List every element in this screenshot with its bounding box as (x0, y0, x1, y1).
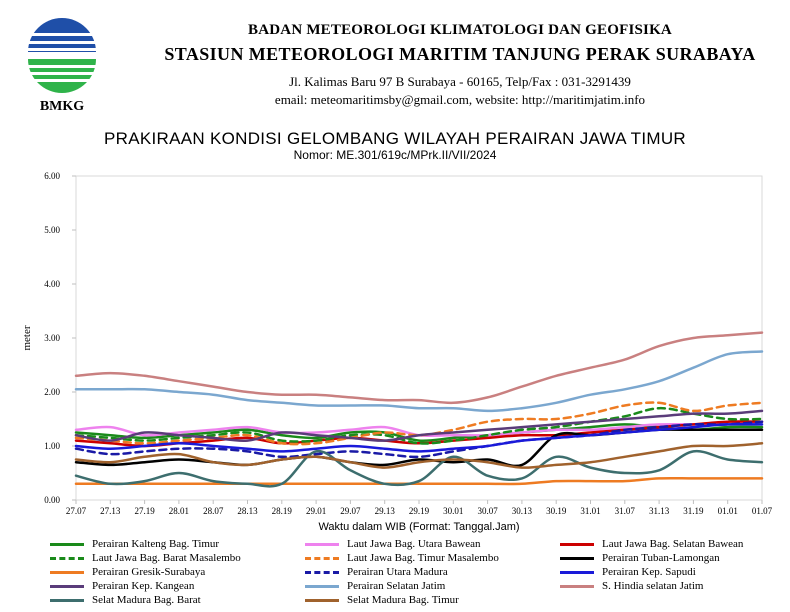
y-axis-label: meter (21, 325, 33, 350)
legend-label: Laut Jawa Bag. Utara Bawean (347, 538, 481, 550)
chart-legend: Perairan Kalteng Bag. Timur Laut Jawa Bag… (50, 537, 785, 609)
y-tick-label: 4.00 (44, 279, 60, 289)
legend-swatch (50, 571, 84, 574)
x-tick-label: 30.07 (477, 506, 498, 516)
legend-label: Perairan Kep. Kangean (92, 580, 195, 592)
x-tick-label: 01.07 (752, 506, 773, 516)
x-tick-label: 31.19 (683, 506, 704, 516)
series-layer (74, 331, 764, 488)
legend-swatch (305, 571, 339, 574)
bmkg-logo-icon: BMKG (28, 18, 96, 114)
y-tick-label: 0.00 (44, 495, 60, 505)
x-tick-label: 28.01 (169, 506, 189, 516)
x-tick-label: 01.01 (718, 506, 738, 516)
x-tick-label: 31.13 (649, 506, 670, 516)
series-line-13 (74, 449, 764, 488)
legend-swatch (50, 599, 84, 602)
legend-label: Perairan Tuban-Lamongan (602, 552, 720, 564)
x-axis-label: Waktu dalam WIB (Format: Tanggal.Jam) (318, 521, 519, 533)
legend-label: Selat Madura Bag. Timur (347, 594, 459, 606)
legend-swatch (305, 585, 339, 588)
series-line-8 (74, 420, 764, 459)
logo-text: BMKG (40, 99, 84, 114)
x-tick-label: 27.07 (66, 506, 87, 516)
y-tick-label: 6.00 (44, 171, 60, 181)
legend-swatch (560, 571, 594, 574)
station-contact: email: meteomaritimsby@gmail.com, websit… (274, 92, 646, 107)
report-header: BMKG BADAN METEOROLOGI KLIMATOLOGI DAN G… (0, 0, 790, 120)
x-tick-label: 31.07 (615, 506, 636, 516)
series-line-12 (74, 331, 764, 405)
legend-label: Perairan Utara Madura (347, 566, 448, 578)
y-tick-label: 3.00 (44, 333, 60, 343)
series-line-4 (74, 406, 764, 445)
legend-swatch (560, 557, 594, 560)
bmkg-logo: BMKG (18, 14, 106, 114)
legend-label: Laut Jawa Bag. Timur Masalembo (347, 552, 499, 564)
x-tick-label: 31.01 (580, 506, 600, 516)
x-tick-label: 30.19 (546, 506, 567, 516)
station-name: STASIUN METEOROLOGI MARITIM TANJUNG PERA… (164, 44, 756, 64)
legend-swatch (305, 543, 339, 546)
series-line-14 (74, 442, 764, 469)
series-line-5 (74, 401, 764, 446)
chart-title: PRAKIRAAN KONDISI GELOMBANG WILAYAH PERA… (103, 129, 686, 148)
station-address: Jl. Kalimas Baru 97 B Surabaya - 60165, … (289, 74, 631, 89)
y-tick-label: 2.00 (44, 387, 60, 397)
y-tick-label: 1.00 (44, 441, 60, 451)
legend-label: Perairan Kep. Sapudi (602, 566, 696, 578)
legend-swatch (305, 599, 339, 602)
legend-label: S. Hindia selatan Jatim (602, 580, 704, 592)
x-tick-label: 28.19 (272, 506, 293, 516)
legend-label: Laut Jawa Bag. Barat Masalembo (92, 552, 241, 564)
legend-label: Perairan Kalteng Bag. Timur (92, 538, 220, 550)
series-line-10 (74, 409, 764, 443)
x-tick-label: 29.13 (375, 506, 396, 516)
x-tick-label: 28.07 (203, 506, 224, 516)
x-tick-label: 29.19 (409, 506, 430, 516)
legend-swatch (560, 543, 594, 546)
x-tick-label: 27.13 (100, 506, 121, 516)
chart-axes: 0.00 1.00 2.00 3.00 4.00 5.00 6.00 27.07 27.13 27… (44, 171, 772, 516)
legend-swatch (50, 585, 84, 588)
series-line-7 (74, 476, 764, 486)
legend-swatch (305, 557, 339, 560)
organization-name: BADAN METEOROLOGI KLIMATOLOGI DAN GEOFIS… (248, 22, 672, 38)
legend-swatch (560, 585, 594, 588)
x-tick-label: 29.07 (340, 506, 361, 516)
legend-label: Perairan Selatan Jatim (347, 580, 446, 592)
x-tick-label: 28.13 (237, 506, 258, 516)
legend-label: Selat Madura Bag. Barat (92, 594, 201, 606)
chart-subtitle: Nomor: ME.301/619c/MPrk.II/VII/2024 (293, 148, 497, 162)
x-tick-label: 30.01 (443, 506, 463, 516)
legend-swatch (50, 543, 84, 546)
x-tick-label: 30.13 (512, 506, 533, 516)
legend-swatch (50, 557, 84, 560)
series-line-9 (74, 422, 764, 453)
wave-height-chart: 0.00 1.00 2.00 3.00 4.00 5.00 6.00 27.07 27.13 27… (21, 171, 773, 533)
legend-label: Perairan Gresik-Surabaya (92, 566, 206, 578)
legend-label: Laut Jawa Bag. Selatan Bawean (602, 538, 744, 550)
x-tick-label: 27.19 (134, 506, 155, 516)
y-tick-label: 5.00 (44, 225, 60, 235)
x-tick-label: 29.01 (306, 506, 326, 516)
series-line-11 (74, 350, 764, 413)
